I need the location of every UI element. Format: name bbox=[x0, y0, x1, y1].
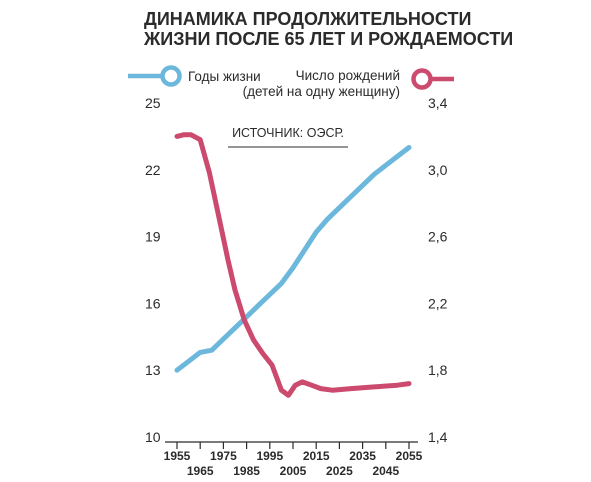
left-tick-label: 16 bbox=[145, 295, 161, 311]
legend-life-label: Годы жизни bbox=[188, 69, 261, 84]
births-line bbox=[174, 132, 412, 398]
left-tick-label: 25 bbox=[145, 95, 161, 111]
right-tick-label: 2,2 bbox=[428, 295, 448, 311]
x-tick-label: 1975 bbox=[210, 449, 237, 463]
left-tick-label: 10 bbox=[145, 429, 161, 445]
legend: Годы жизни Число рождений (детей на одну… bbox=[128, 65, 454, 99]
left-tick-label: 22 bbox=[145, 162, 161, 178]
left-axis-ticks: 25 22 19 16 13 10 bbox=[145, 95, 161, 445]
x-tick-label: 2015 bbox=[303, 449, 330, 463]
left-tick-label: 19 bbox=[145, 229, 161, 245]
legend-births-label-line2: (детей на одну женщину) bbox=[243, 84, 400, 99]
life-years-line bbox=[174, 145, 412, 373]
x-tick-label: 2005 bbox=[280, 464, 307, 478]
right-tick-label: 1,4 bbox=[428, 429, 448, 445]
chart-title-line2: ЖИЗНИ ПОСЛЕ 65 ЛЕТ И РОЖДАЕМОСТИ bbox=[143, 29, 513, 49]
chart-title-line1: ДИНАМИКА ПРОДОЛЖИТЕЛЬНОСТИ bbox=[144, 9, 471, 29]
source-label: ИСТОЧНИК: ОЭСР. bbox=[232, 126, 344, 140]
series-layer bbox=[174, 132, 412, 398]
x-tick-label: 2035 bbox=[349, 449, 376, 463]
x-tick-label: 2055 bbox=[396, 449, 423, 463]
legend-births-label-line1: Число рождений bbox=[296, 68, 400, 83]
left-tick-label: 13 bbox=[145, 362, 161, 378]
x-axis-ticks: 1955 1975 1995 2015 2035 2055 1965 1985 2005 2025… bbox=[164, 442, 423, 478]
x-tick-label: 1995 bbox=[256, 449, 283, 463]
x-tick-label: 1955 bbox=[164, 449, 191, 463]
right-tick-label: 3,4 bbox=[428, 95, 448, 111]
right-tick-label: 2,6 bbox=[428, 229, 448, 245]
right-tick-label: 3,0 bbox=[428, 162, 448, 178]
right-axis-ticks: 3,4 3,0 2,6 2,2 1,8 1,4 bbox=[428, 95, 448, 445]
legend-births-marker bbox=[411, 68, 433, 90]
x-tick-label: 2045 bbox=[372, 464, 399, 478]
right-tick-label: 1,8 bbox=[428, 362, 448, 378]
x-tick-label: 1965 bbox=[187, 464, 214, 478]
x-tick-label: 1985 bbox=[233, 464, 260, 478]
x-tick-label: 2025 bbox=[326, 464, 353, 478]
legend-life-marker bbox=[160, 65, 182, 87]
